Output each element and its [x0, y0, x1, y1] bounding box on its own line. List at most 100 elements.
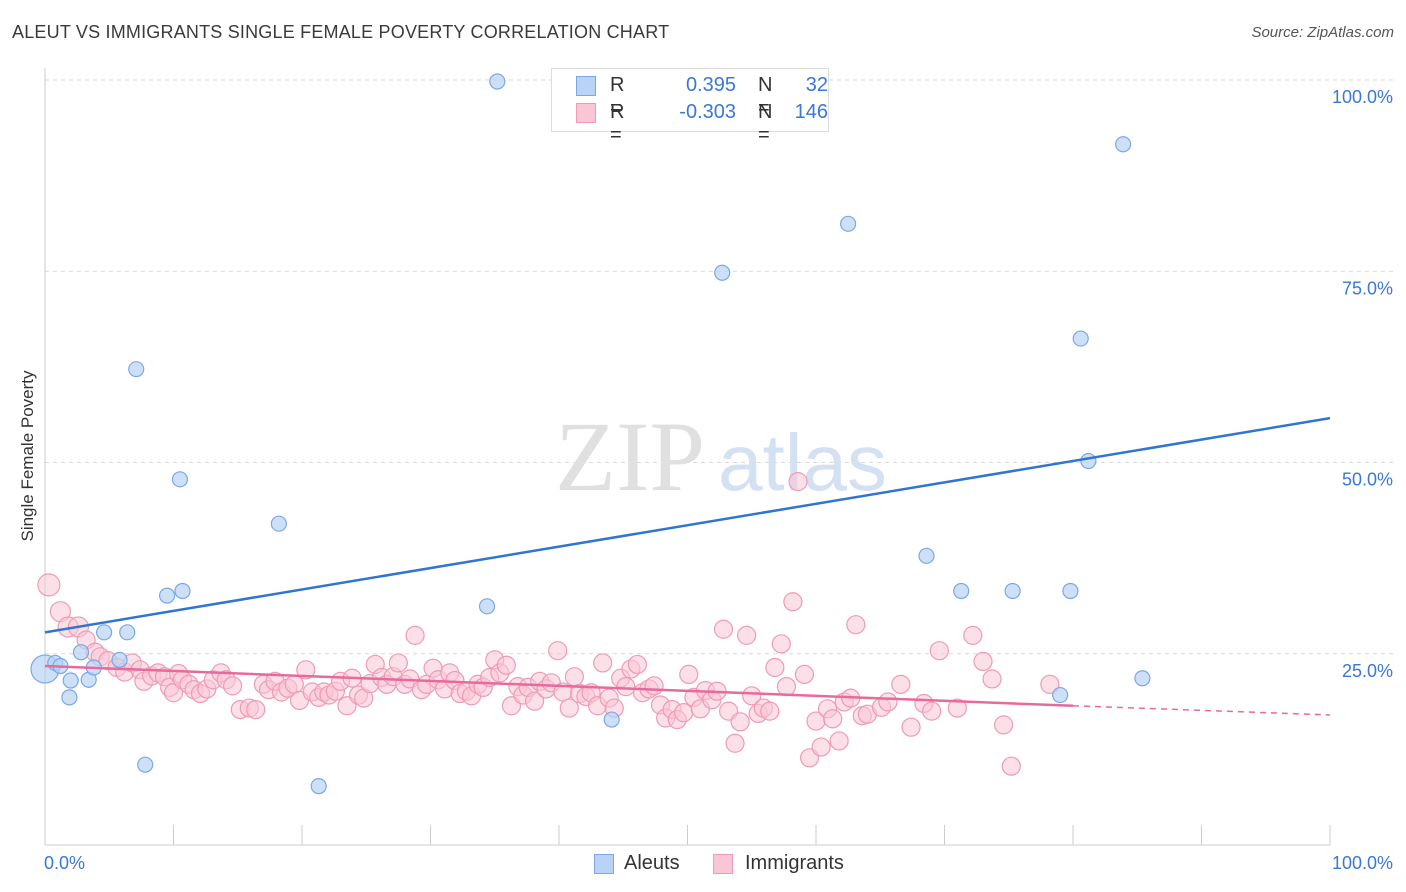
bottom-legend-label: Aleuts	[624, 852, 680, 874]
immigrants-point	[737, 625, 757, 645]
immigrants-point	[794, 664, 815, 685]
legend-r-label: R =	[610, 101, 625, 146]
immigrants-points	[37, 472, 1060, 776]
immigrants-point	[388, 653, 408, 673]
y-tick-label: 25.0%	[1342, 661, 1393, 681]
immigrants-point	[163, 683, 184, 703]
immigrants-point	[829, 731, 849, 751]
y-tick-label: 50.0%	[1342, 470, 1393, 490]
watermark: ZIP atlas	[555, 401, 887, 512]
immigrants-point	[284, 674, 304, 694]
immigrants-point	[674, 703, 694, 723]
x-tick-label: 100.0%	[1332, 853, 1393, 873]
bottom-legend-swatch-blue	[594, 854, 614, 874]
legend-r-label: R =	[610, 74, 625, 119]
immigrants-point	[725, 733, 745, 753]
aleuts-point	[1080, 452, 1097, 470]
immigrants-point	[496, 655, 516, 675]
aleuts-point	[61, 689, 78, 706]
aleuts-point	[1134, 670, 1151, 687]
aleuts-point	[840, 215, 857, 232]
immigrants-point	[776, 677, 797, 697]
aleuts-point	[1052, 686, 1069, 704]
y-tick-label: 100.0%	[1332, 87, 1393, 107]
grid-lines	[45, 79, 1393, 655]
aleuts-point	[603, 711, 620, 728]
legend-n-label: N =	[758, 74, 773, 119]
immigrants-point	[929, 641, 949, 661]
aleuts-point	[270, 515, 287, 532]
aleuts-point	[1062, 582, 1079, 600]
immigrants-point	[811, 737, 831, 757]
immigrants-point	[1040, 674, 1060, 694]
axes	[44, 68, 1331, 846]
immigrants-point	[788, 472, 808, 492]
aleuts-point	[174, 582, 191, 600]
chart-title: ALEUT VS IMMIGRANTS SINGLE FEMALE POVERT…	[12, 22, 670, 42]
immigrants-point	[627, 654, 647, 675]
bottom-legend-label: Immigrants	[745, 852, 844, 874]
immigrants-point	[223, 676, 243, 696]
aleuts-point	[72, 644, 90, 661]
immigrants-point	[1001, 756, 1021, 776]
immigrants-trend-line	[44, 664, 1074, 708]
trend-lines	[44, 416, 1331, 716]
immigrants-point	[771, 634, 791, 654]
immigrants-point	[616, 677, 636, 697]
aleuts-point	[489, 73, 506, 90]
legend-n-value: 146	[794, 101, 828, 123]
immigrants-point	[713, 619, 734, 639]
legend-r-value: -0.303	[679, 101, 736, 123]
immigrants-point	[783, 592, 803, 612]
aleuts-point	[158, 587, 176, 604]
aleuts-point	[96, 624, 113, 641]
bottom-legend-aleuts: Aleuts	[594, 852, 714, 876]
aleuts-point	[1115, 136, 1132, 153]
immigrants-point	[524, 691, 545, 711]
immigrants-point	[246, 699, 266, 720]
legend-n-label: N =	[758, 101, 773, 146]
aleuts-point	[128, 361, 145, 378]
aleuts-point	[918, 547, 935, 564]
correlation-legend: R = 0.395 N = 32 R = -0.303 N = 146	[551, 68, 829, 146]
immigrants-point	[963, 625, 983, 645]
immigrants-point	[37, 573, 61, 597]
immigrants-point	[559, 698, 579, 718]
watermark-atlas: atlas	[718, 418, 887, 507]
immigrants-point	[405, 625, 425, 645]
immigrants-point	[823, 709, 843, 729]
immigrants-point	[901, 717, 921, 737]
immigrants-point	[296, 660, 316, 680]
immigrants-point	[644, 676, 664, 696]
immigrants-point	[548, 641, 568, 661]
immigrants-point	[679, 664, 699, 685]
immigrants-point	[760, 701, 780, 721]
immigrants-point	[982, 669, 1002, 689]
immigrants-point	[891, 674, 911, 694]
source-label: Source: ZipAtlas.com	[1251, 24, 1394, 41]
y-axis-label: Single Female Poverty	[18, 370, 37, 542]
aleuts-point	[171, 471, 189, 488]
watermark-zip: ZIP	[555, 401, 705, 512]
legend-n-value: 32	[805, 74, 828, 96]
legend-r-value: 0.395	[685, 74, 736, 96]
immigrants-point	[593, 653, 613, 673]
aleuts-point	[714, 264, 731, 281]
aleuts-point	[310, 777, 327, 795]
legend-swatch-pink	[576, 103, 596, 123]
aleuts-point	[111, 651, 128, 668]
immigrants-trend-extension	[1072, 705, 1331, 716]
immigrants-point	[846, 615, 866, 635]
immigrants-point	[742, 686, 762, 706]
bottom-legend-swatch-pink	[713, 854, 733, 874]
tick-labels: 25.0% 50.0% 75.0% 100.0% 0.0% 100.0%	[44, 87, 1393, 873]
legend-swatch-blue	[576, 76, 596, 96]
immigrants-point	[564, 667, 585, 687]
aleuts-point	[119, 624, 136, 641]
immigrants-point	[973, 651, 993, 672]
y-tick-label: 75.0%	[1342, 278, 1393, 298]
aleuts-point	[62, 672, 79, 689]
aleuts-trend-line	[44, 416, 1331, 634]
immigrants-point	[730, 712, 750, 732]
